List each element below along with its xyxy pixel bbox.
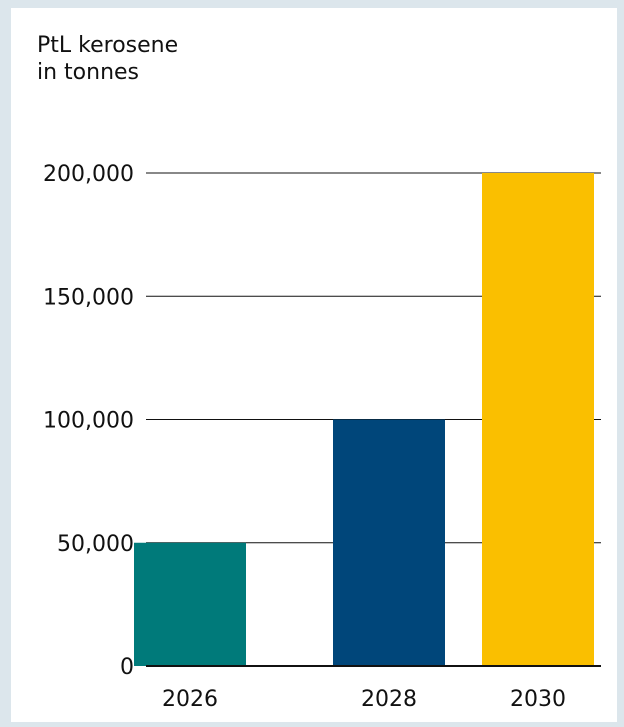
x-tick-label: 2028 (361, 687, 417, 712)
bar-2028 (333, 420, 445, 667)
y-tick-label: 0 (120, 655, 134, 680)
x-tick-labels: 2026 2028 2030 (162, 687, 566, 712)
bar-2026 (134, 543, 246, 666)
x-tick-label: 2026 (162, 687, 218, 712)
y-tick-labels: 0 50,000 100,000 150,000 200,000 (43, 162, 134, 680)
y-tick-label: 100,000 (43, 409, 134, 434)
chart-card: PtL kerosene in tonnes 0 50,000 100,000 150… (11, 8, 617, 722)
bar-chart: 0 50,000 100,000 150,000 200,000 2026 2028 203… (11, 8, 617, 722)
y-tick-label: 200,000 (43, 162, 134, 187)
x-tick-label: 2030 (510, 687, 566, 712)
y-tick-label: 150,000 (43, 285, 134, 310)
bar-2030 (482, 173, 594, 666)
y-tick-label: 50,000 (57, 532, 134, 557)
